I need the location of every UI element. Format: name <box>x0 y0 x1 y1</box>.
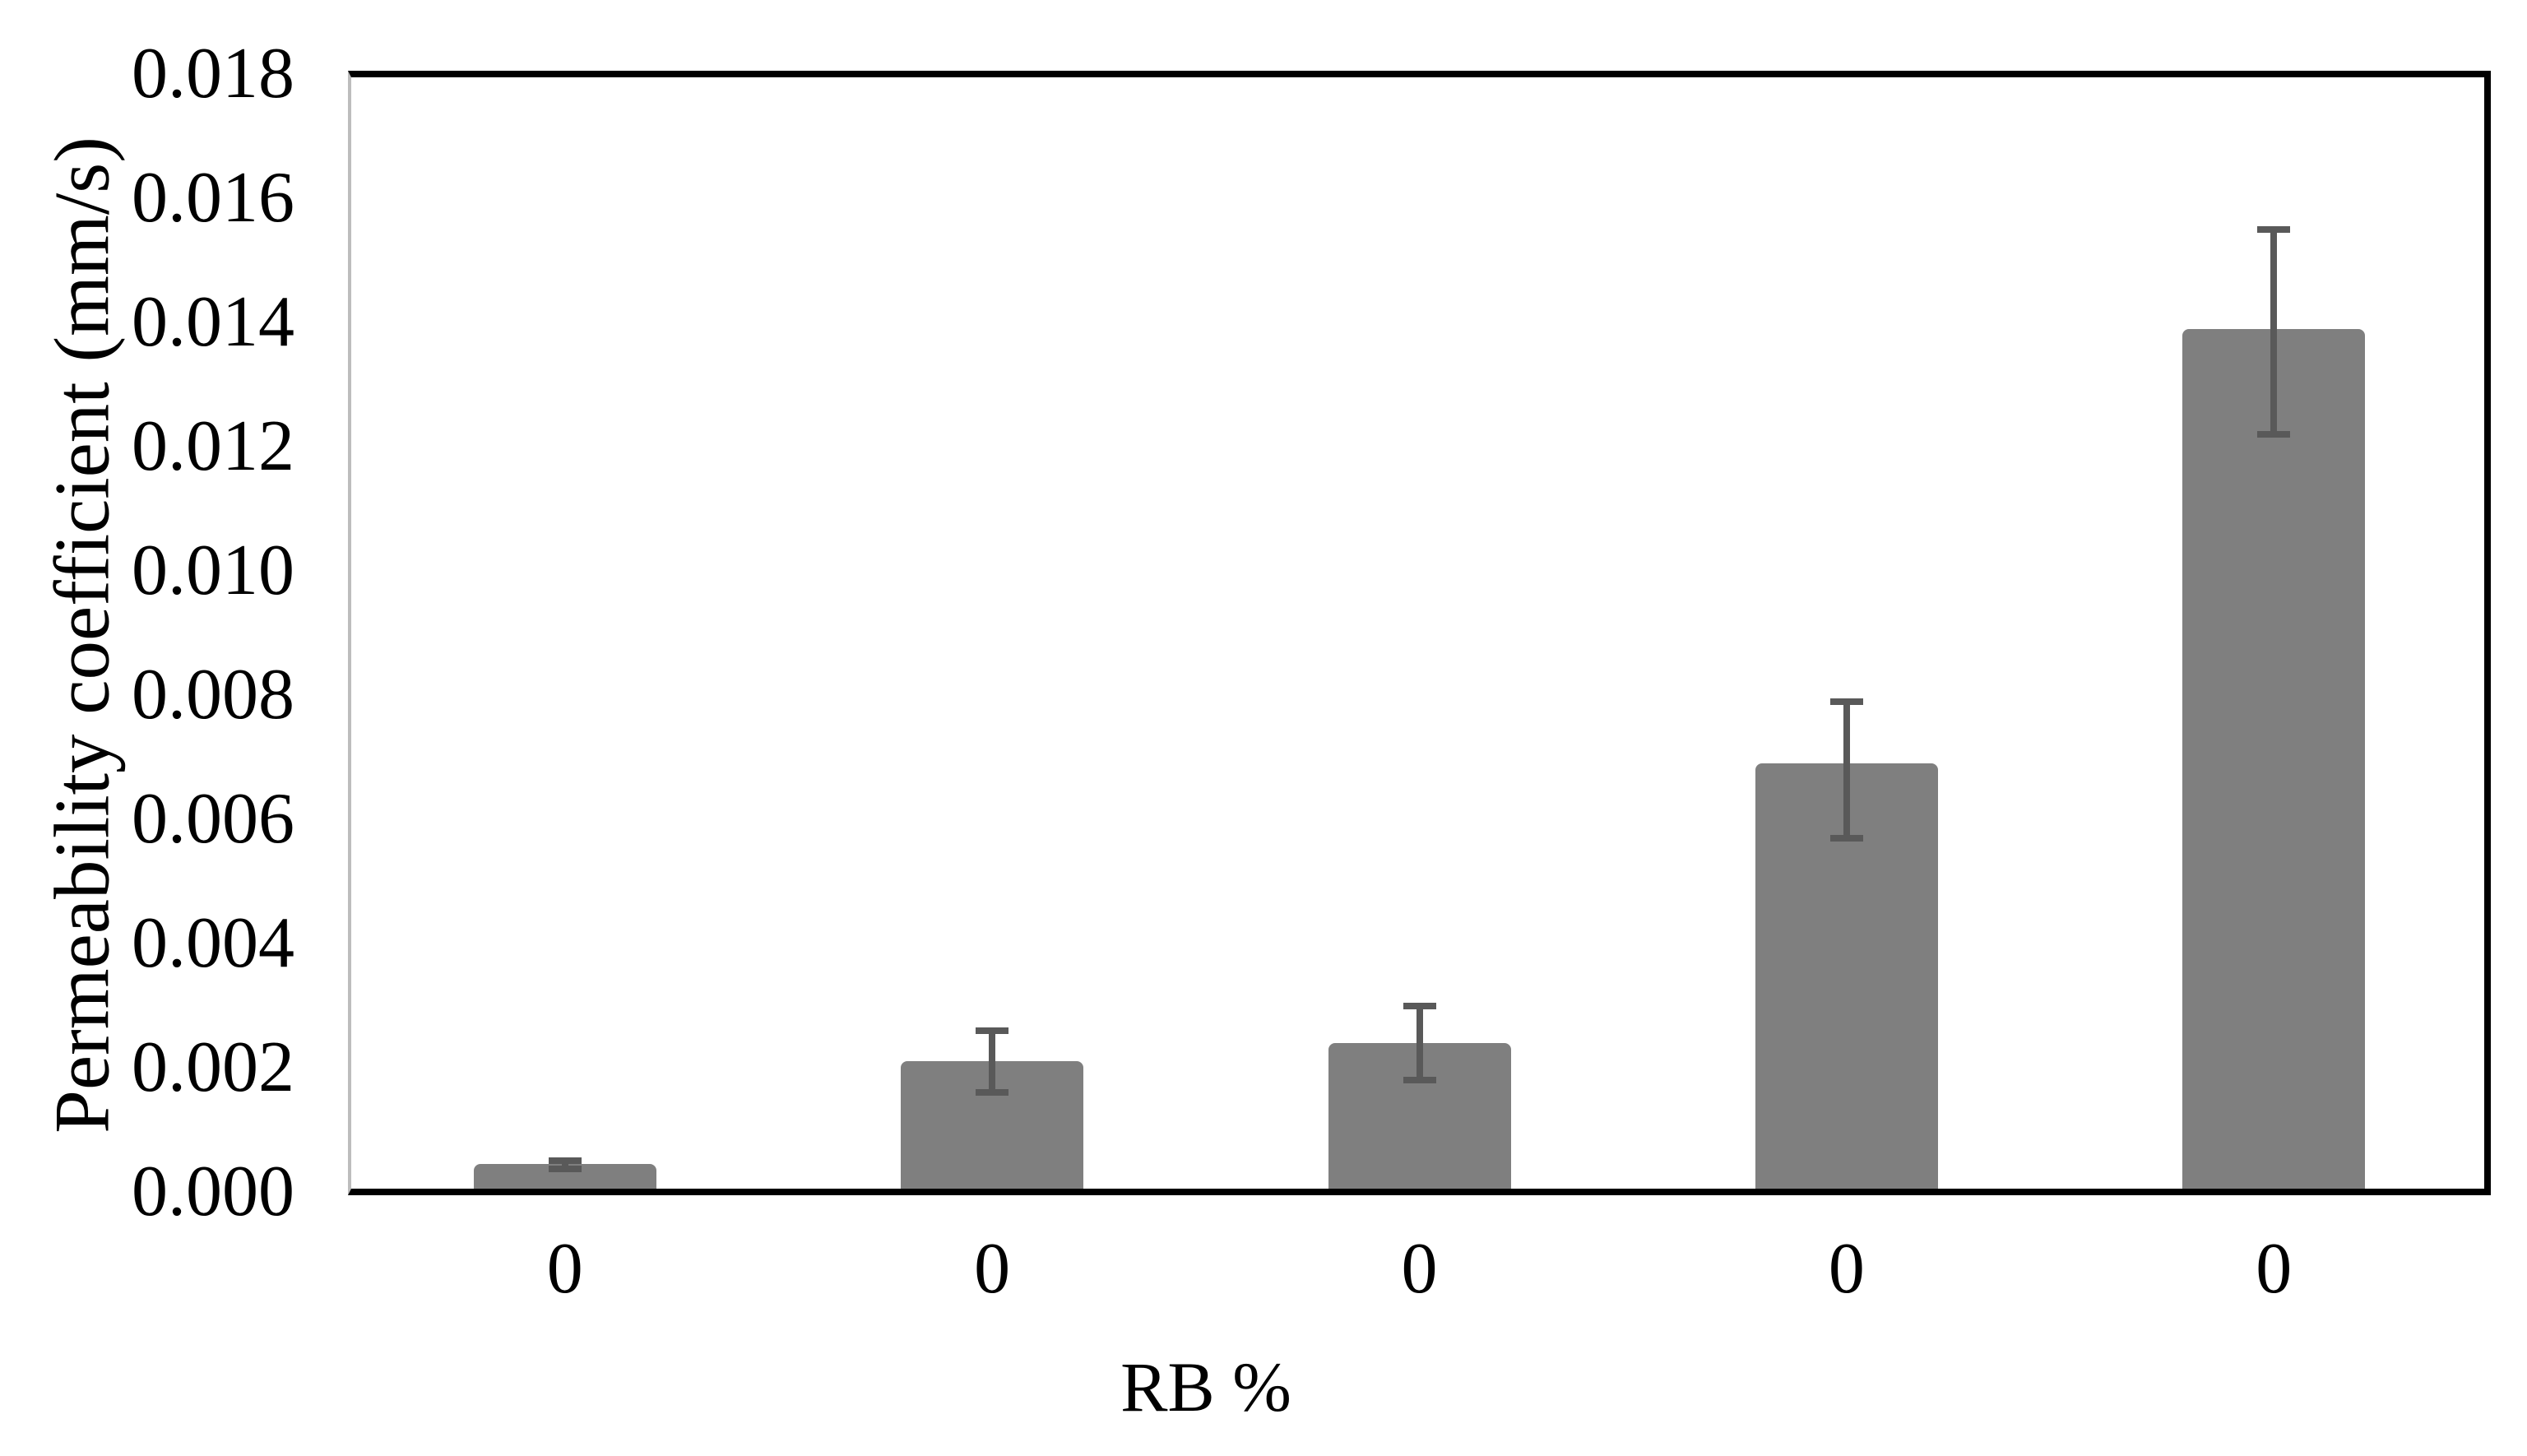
y-tick-label: 0.016 <box>132 158 294 238</box>
y-tick-label: 0.006 <box>132 779 294 859</box>
error-bar-cap-bottom <box>1403 1077 1436 1084</box>
x-tick-label: 0 <box>2256 1229 2293 1309</box>
y-tick-label: 0.014 <box>132 282 294 362</box>
error-bar-cap-top <box>2257 225 2291 233</box>
error-bar-cap-top <box>548 1157 582 1165</box>
error-bar-cap-top <box>976 1027 1009 1034</box>
error-bar-line <box>989 1030 996 1093</box>
error-bar-cap-top <box>1403 1002 1436 1009</box>
error-bar-cap-top <box>1829 698 1863 705</box>
y-tick-label: 0.008 <box>132 655 294 735</box>
error-bar-cap-bottom <box>976 1089 1009 1097</box>
error-bar-cap-bottom <box>2257 430 2291 438</box>
error-bar-cap-bottom <box>548 1166 582 1173</box>
y-tick-label: 0.004 <box>132 903 294 983</box>
y-tick-label: 0.002 <box>132 1027 294 1107</box>
error-bar-line <box>2270 229 2278 434</box>
y-tick-label: 0.018 <box>132 34 294 114</box>
bar <box>2182 328 2366 1192</box>
x-tick-label: 0 <box>1828 1229 1865 1309</box>
y-tick-label: 0.010 <box>132 531 294 610</box>
y-tick-label: 0.000 <box>132 1152 294 1231</box>
error-bar-cap-bottom <box>1829 834 1863 842</box>
error-bar-line <box>561 1161 568 1170</box>
error-bar-line <box>1416 1005 1423 1081</box>
y-tick-label: 0.012 <box>132 406 294 486</box>
error-bar-line <box>1843 701 1850 838</box>
x-tick-label: 0 <box>1401 1229 1438 1309</box>
x-axis-title: RB % <box>1120 1347 1291 1426</box>
x-tick-label: 0 <box>974 1229 1011 1309</box>
x-tick-label: 0 <box>546 1229 583 1309</box>
